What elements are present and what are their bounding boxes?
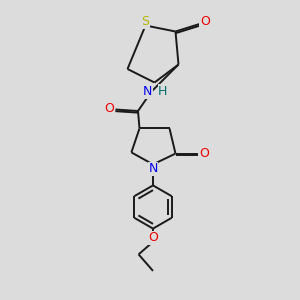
Text: O: O <box>105 101 114 115</box>
Text: O: O <box>200 15 210 28</box>
Text: S: S <box>142 15 149 28</box>
Text: N: N <box>148 162 158 176</box>
Text: N: N <box>143 85 153 98</box>
Text: H: H <box>158 85 168 98</box>
Text: O: O <box>148 231 158 244</box>
Text: O: O <box>199 147 209 160</box>
